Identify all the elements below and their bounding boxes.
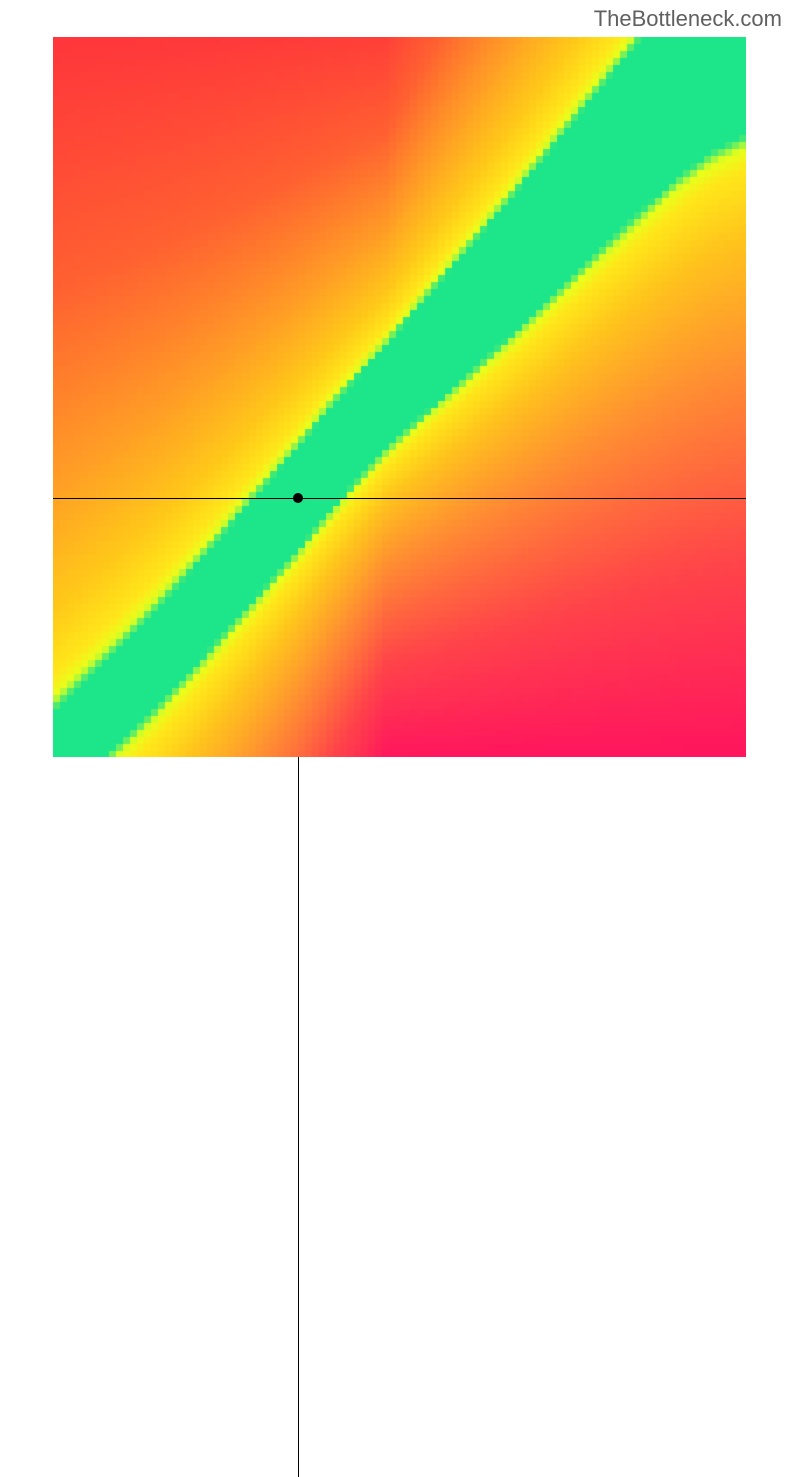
crosshair-vertical — [298, 757, 299, 1477]
crosshair-point — [293, 493, 303, 503]
crosshair-horizontal — [53, 498, 746, 499]
chart-container: TheBottleneck.com — [0, 0, 800, 800]
watermark-text: TheBottleneck.com — [594, 6, 782, 32]
heatmap-plot — [53, 37, 746, 757]
heatmap-canvas — [53, 37, 746, 757]
